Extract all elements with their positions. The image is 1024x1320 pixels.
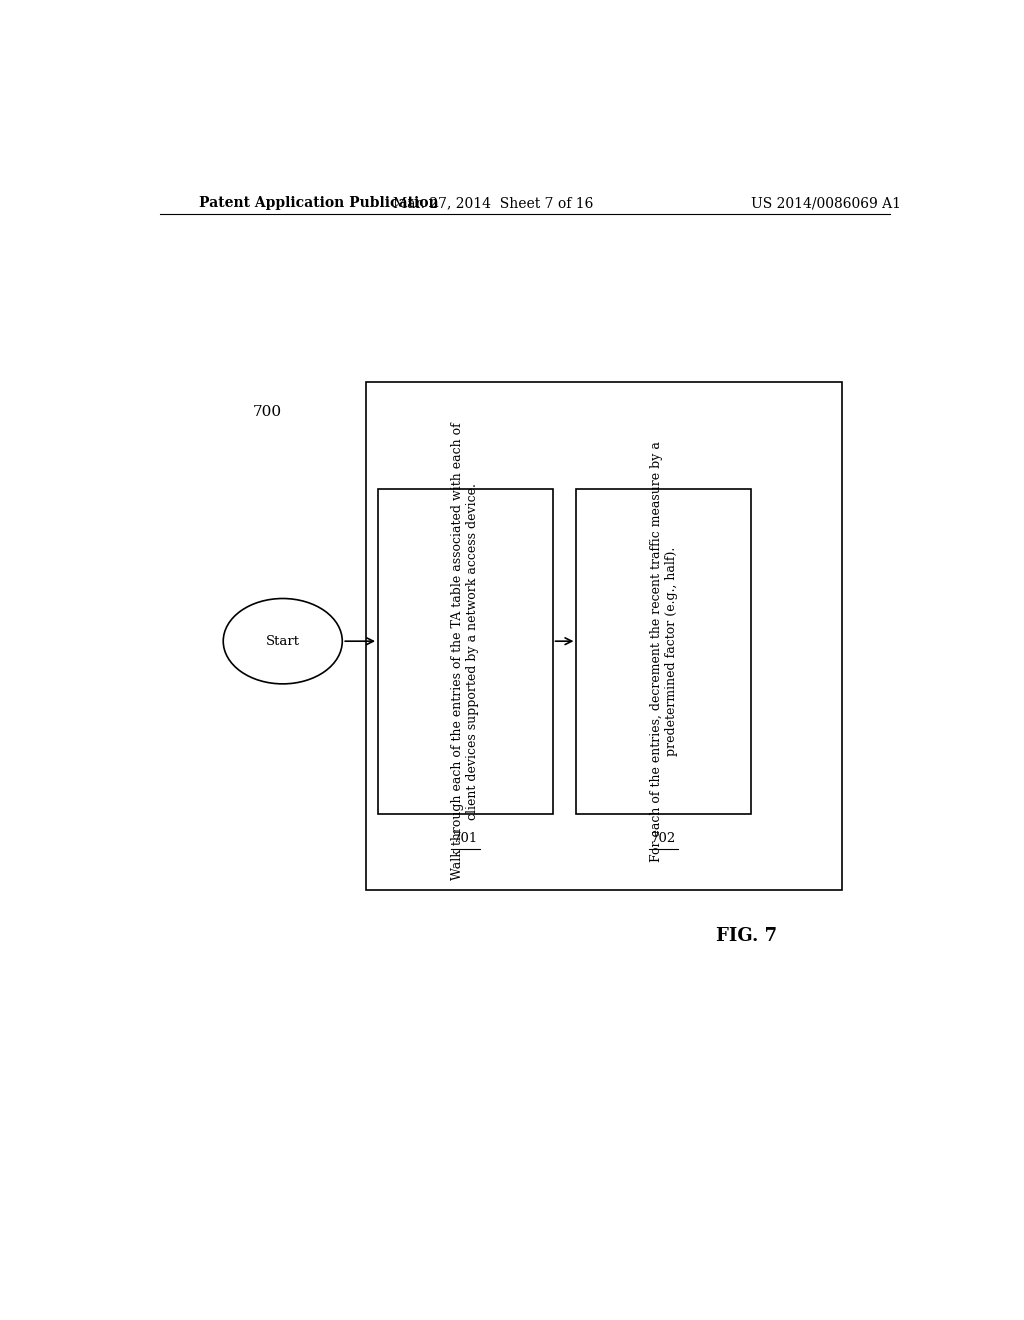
Ellipse shape xyxy=(223,598,342,684)
Text: FIG. 7: FIG. 7 xyxy=(717,927,777,945)
Text: 702: 702 xyxy=(651,833,676,845)
Text: US 2014/0086069 A1: US 2014/0086069 A1 xyxy=(752,197,901,210)
FancyBboxPatch shape xyxy=(367,381,842,890)
Text: 700: 700 xyxy=(252,405,282,420)
Text: Patent Application Publication: Patent Application Publication xyxy=(200,197,439,210)
FancyBboxPatch shape xyxy=(577,488,751,814)
Text: Mar. 27, 2014  Sheet 7 of 16: Mar. 27, 2014 Sheet 7 of 16 xyxy=(393,197,593,210)
Text: 701: 701 xyxy=(453,833,478,845)
Text: For each of the entries, decrement the recent traffic measure by a
predetermined: For each of the entries, decrement the r… xyxy=(649,441,678,862)
Text: Walk through each of the entries of the TA table associated with each of
client : Walk through each of the entries of the … xyxy=(452,422,479,880)
FancyBboxPatch shape xyxy=(378,488,553,814)
Text: Start: Start xyxy=(266,635,300,648)
